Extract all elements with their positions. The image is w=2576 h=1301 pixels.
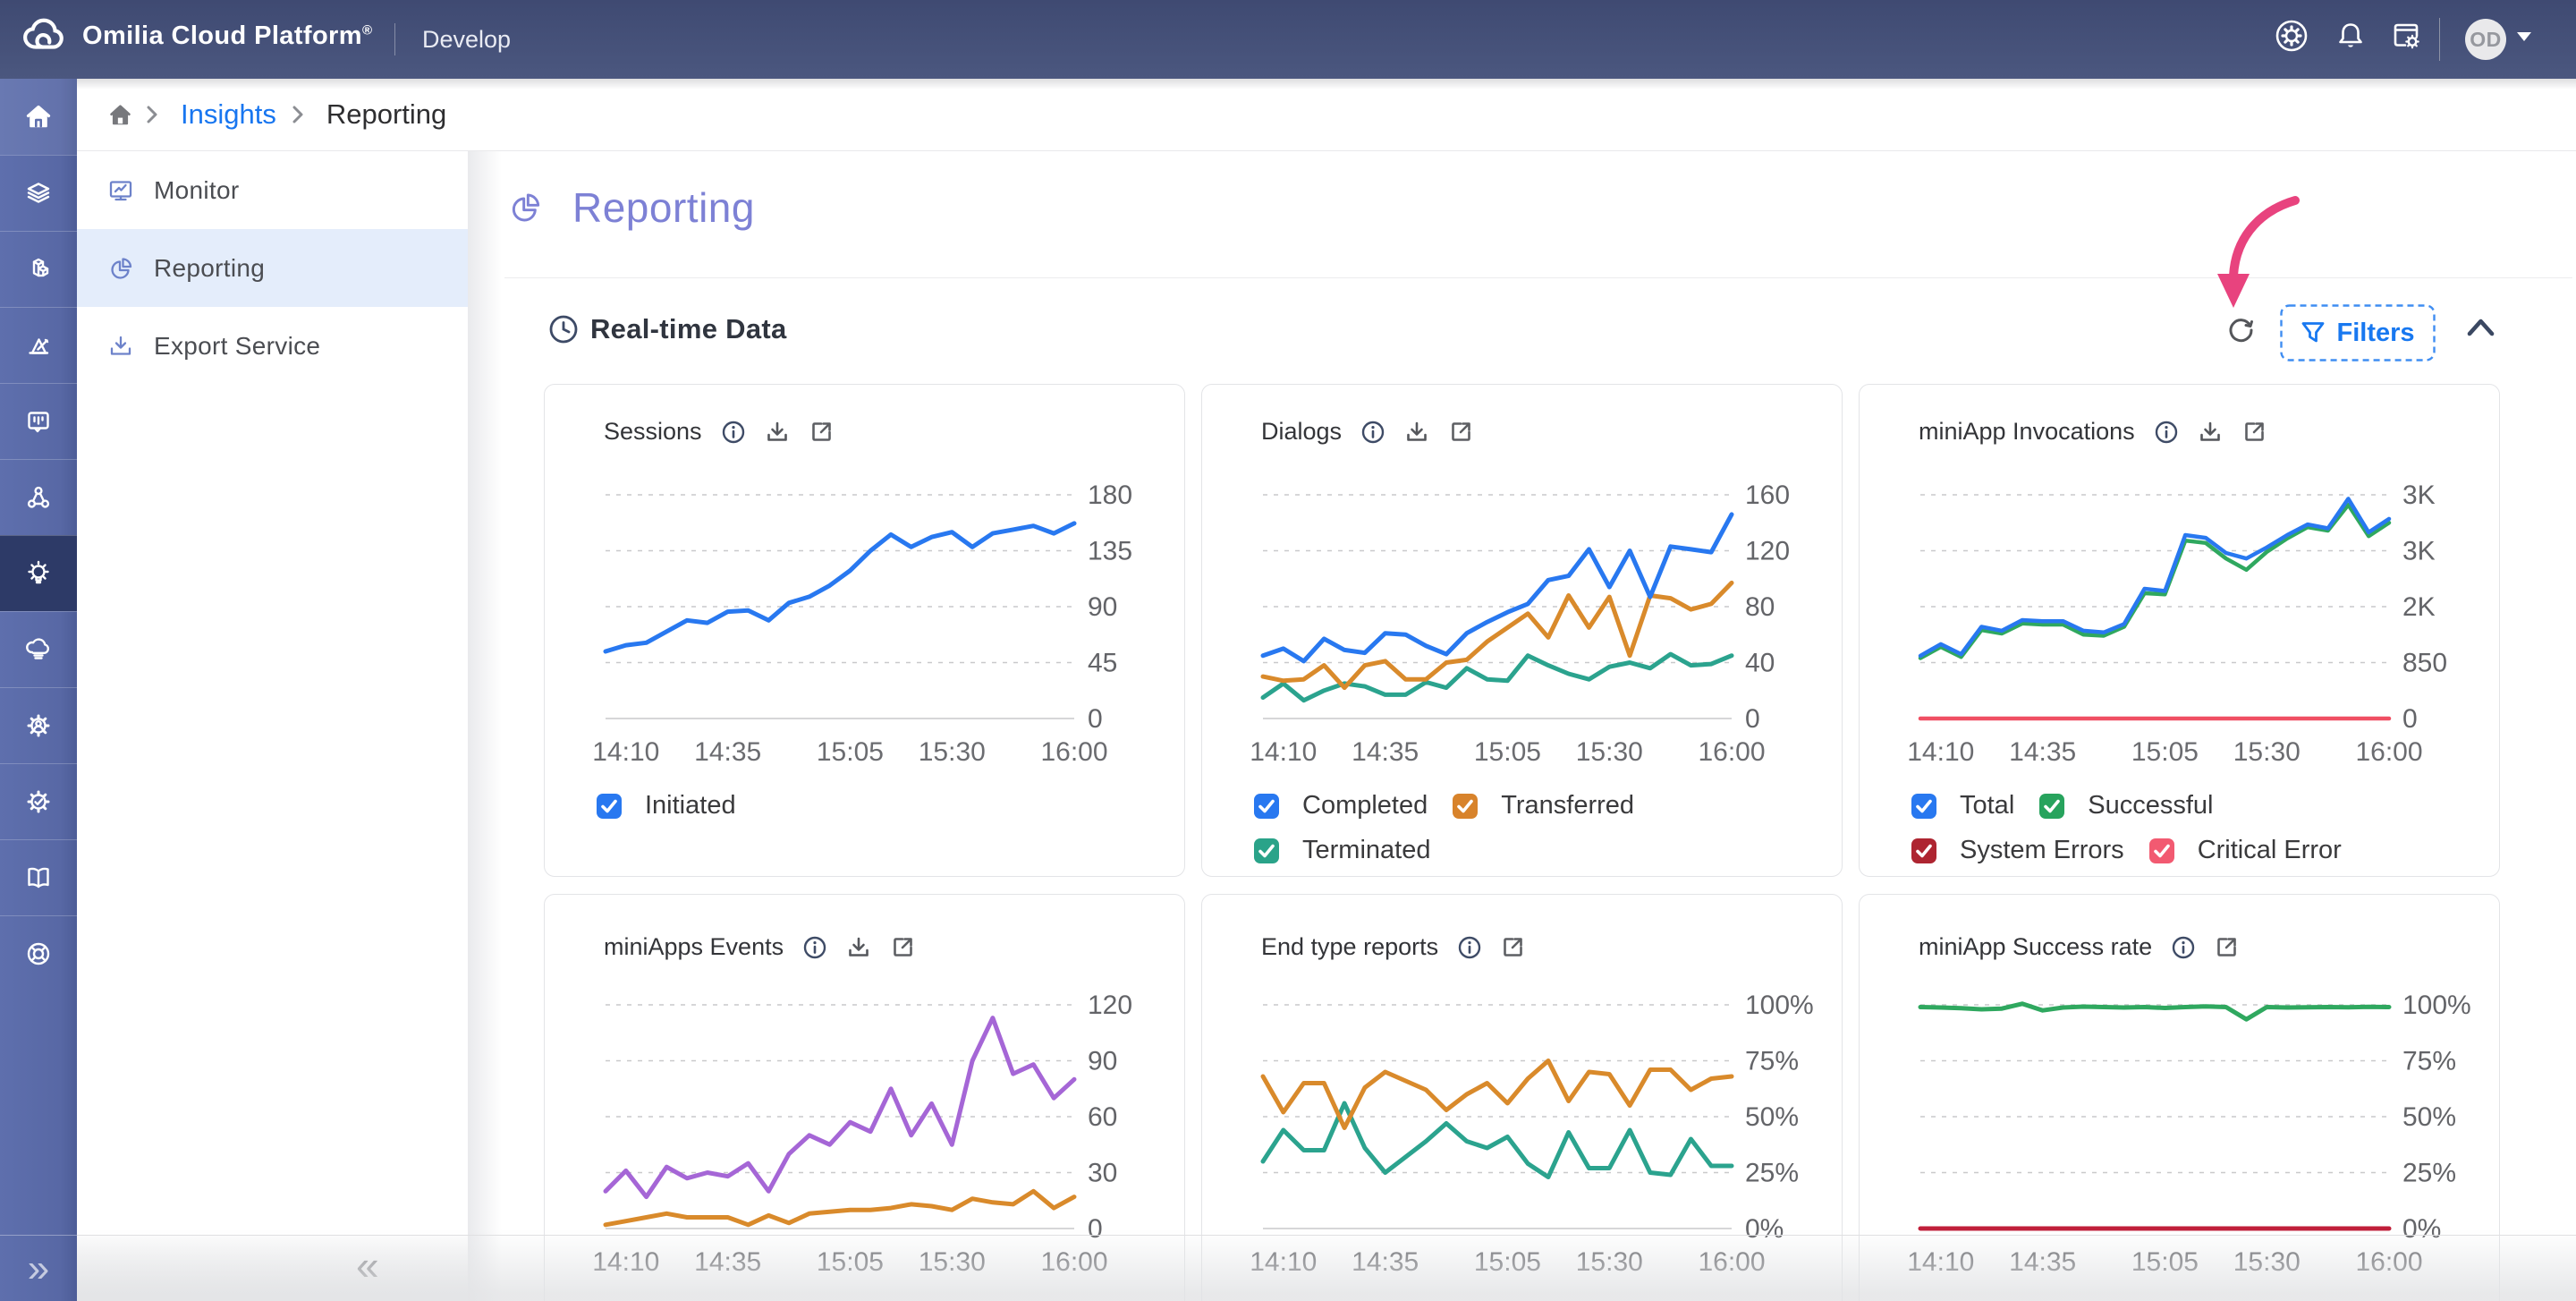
svg-text:120: 120 [1745,537,1790,566]
svg-text:14:35: 14:35 [694,1247,761,1277]
svg-text:15:30: 15:30 [1576,737,1643,767]
svg-text:90: 90 [1088,592,1117,622]
svg-text:16:00: 16:00 [2355,737,2422,767]
svg-text:15:30: 15:30 [2233,737,2301,767]
svg-text:14:35: 14:35 [2009,737,2076,767]
svg-text:50%: 50% [1745,1102,1799,1132]
svg-text:15:05: 15:05 [2131,737,2199,767]
svg-text:15:30: 15:30 [1576,1247,1643,1277]
svg-text:16:00: 16:00 [1698,1247,1765,1277]
svg-text:3K: 3K [2402,480,2436,510]
svg-text:14:10: 14:10 [1907,1247,1974,1277]
svg-text:14:10: 14:10 [1250,1247,1317,1277]
svg-text:75%: 75% [1745,1047,1799,1076]
svg-text:15:30: 15:30 [919,737,986,767]
svg-text:15:05: 15:05 [817,1247,884,1277]
svg-text:120: 120 [1088,991,1132,1020]
svg-text:80: 80 [1745,592,1775,622]
svg-text:160: 160 [1745,480,1790,510]
svg-text:14:35: 14:35 [1352,1247,1419,1277]
svg-text:60: 60 [1088,1102,1117,1132]
svg-text:45: 45 [1088,649,1117,678]
svg-text:50%: 50% [2402,1102,2456,1132]
svg-text:0: 0 [1088,704,1103,734]
svg-text:25%: 25% [2402,1159,2456,1188]
svg-text:14:35: 14:35 [2009,1247,2076,1277]
svg-text:0%: 0% [1745,1214,1784,1244]
svg-text:15:05: 15:05 [1474,1247,1541,1277]
svg-text:15:30: 15:30 [919,1247,986,1277]
svg-text:0: 0 [1088,1214,1103,1244]
svg-text:850: 850 [2402,649,2447,678]
svg-text:2K: 2K [2402,592,2436,622]
svg-text:15:05: 15:05 [2131,1247,2199,1277]
svg-text:14:10: 14:10 [592,1247,659,1277]
svg-text:15:05: 15:05 [817,737,884,767]
svg-text:16:00: 16:00 [1040,737,1107,767]
svg-text:100%: 100% [2402,991,2471,1020]
svg-text:14:35: 14:35 [1352,737,1419,767]
svg-text:16:00: 16:00 [2355,1247,2422,1277]
svg-text:14:35: 14:35 [694,737,761,767]
svg-text:100%: 100% [1745,991,1814,1020]
svg-text:16:00: 16:00 [1040,1247,1107,1277]
svg-text:135: 135 [1088,537,1132,566]
svg-text:15:05: 15:05 [1474,737,1541,767]
svg-text:16:00: 16:00 [1698,737,1765,767]
svg-text:30: 30 [1088,1159,1117,1188]
svg-text:14:10: 14:10 [1907,737,1974,767]
svg-text:14:10: 14:10 [592,737,659,767]
svg-text:3K: 3K [2402,537,2436,566]
svg-text:40: 40 [1745,649,1775,678]
svg-text:0: 0 [2402,704,2418,734]
svg-text:0%: 0% [2402,1214,2441,1244]
svg-text:75%: 75% [2402,1047,2456,1076]
svg-text:14:10: 14:10 [1250,737,1317,767]
svg-text:90: 90 [1088,1047,1117,1076]
svg-text:25%: 25% [1745,1159,1799,1188]
svg-text:15:30: 15:30 [2233,1247,2301,1277]
svg-text:0: 0 [1745,704,1760,734]
svg-text:180: 180 [1088,480,1132,510]
